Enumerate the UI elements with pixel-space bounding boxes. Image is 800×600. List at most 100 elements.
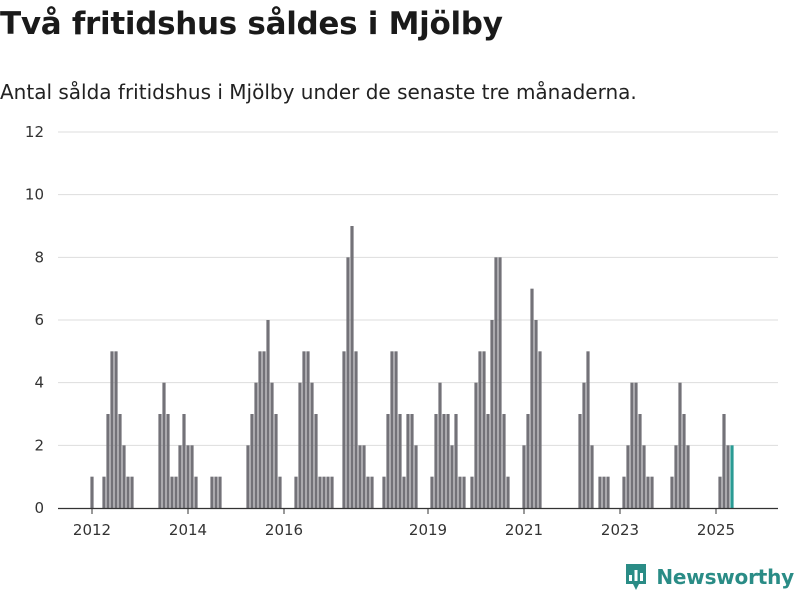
bar — [646, 476, 650, 508]
bar — [118, 414, 122, 508]
x-tick-label: 2012 — [73, 521, 111, 539]
bar — [722, 414, 726, 508]
x-tick-label: 2021 — [505, 521, 543, 539]
bar — [498, 257, 502, 508]
bar — [458, 476, 462, 508]
bar — [650, 476, 654, 508]
bar — [326, 476, 330, 508]
bar — [170, 476, 174, 508]
bar — [534, 320, 538, 508]
bar — [122, 445, 126, 508]
bars — [90, 226, 734, 508]
bar — [162, 382, 166, 508]
chart-title: Två fritidshus såldes i Mjölby — [0, 6, 503, 42]
bar — [318, 476, 322, 508]
bar — [394, 351, 398, 508]
bar — [410, 414, 414, 508]
bar — [358, 445, 362, 508]
bar-highlight — [730, 445, 734, 508]
bar — [366, 476, 370, 508]
bar — [578, 414, 582, 508]
bar — [194, 476, 198, 508]
bar — [258, 351, 262, 508]
bar — [642, 445, 646, 508]
bar — [262, 351, 266, 508]
bar — [598, 476, 602, 508]
bar — [678, 382, 682, 508]
grid-lines — [58, 131, 778, 446]
bar — [90, 476, 94, 508]
bar — [330, 476, 334, 508]
bar — [110, 351, 114, 508]
bar — [386, 414, 390, 508]
x-tick-label: 2023 — [601, 521, 639, 539]
bar — [182, 414, 186, 508]
bar — [210, 476, 214, 508]
x-tick-label: 2014 — [169, 521, 207, 539]
y-tick-label: 0 — [34, 499, 44, 517]
bar — [178, 445, 182, 508]
bar — [130, 476, 134, 508]
bar — [682, 414, 686, 508]
bar — [278, 476, 282, 508]
bar — [114, 351, 118, 508]
bar — [674, 445, 678, 508]
bar — [250, 414, 254, 508]
bar — [582, 382, 586, 508]
bar — [638, 414, 642, 508]
bar — [538, 351, 542, 508]
bar — [406, 414, 410, 508]
bar — [502, 414, 506, 508]
bar — [254, 382, 258, 508]
bar — [526, 414, 530, 508]
bar — [530, 288, 534, 508]
bar — [434, 414, 438, 508]
y-axis-ticks: 0 2 4 6 8 10 12 — [25, 123, 44, 517]
bar — [102, 476, 106, 508]
bar — [270, 382, 274, 508]
newsworthy-icon — [626, 564, 647, 590]
bar — [506, 476, 510, 508]
bar — [450, 445, 454, 508]
bar — [606, 476, 610, 508]
bar — [442, 414, 446, 508]
bar — [186, 445, 190, 508]
bar — [274, 414, 278, 508]
bar — [302, 351, 306, 508]
bar — [446, 414, 450, 508]
bar — [362, 445, 366, 508]
bar — [246, 445, 250, 508]
bar — [350, 226, 354, 508]
bar — [298, 382, 302, 508]
bar — [622, 476, 626, 508]
bar — [214, 476, 218, 508]
bar — [158, 414, 162, 508]
bar — [454, 414, 458, 508]
bar — [306, 351, 310, 508]
bar — [490, 320, 494, 508]
x-axis-ticks: 2012 2014 2016 2019 2021 2023 2025 — [73, 508, 735, 539]
bar — [190, 445, 194, 508]
bar — [314, 414, 318, 508]
y-tick-label: 12 — [25, 123, 44, 141]
bar — [322, 476, 326, 508]
bar — [382, 476, 386, 508]
bar — [174, 476, 178, 508]
bar — [294, 476, 298, 508]
bar — [430, 476, 434, 508]
bar — [414, 445, 418, 508]
bar — [486, 414, 490, 508]
bar — [398, 414, 402, 508]
chart-subtitle: Antal sålda fritidshus i Mjölby under de… — [0, 80, 637, 104]
bar — [478, 351, 482, 508]
bar — [522, 445, 526, 508]
bar — [266, 320, 270, 508]
bar — [166, 414, 170, 508]
bar — [462, 476, 466, 508]
data-label: 2 — [740, 0, 750, 4]
bar — [390, 351, 394, 508]
bar — [494, 257, 498, 508]
y-tick-label: 4 — [34, 374, 44, 392]
bar — [342, 351, 346, 508]
